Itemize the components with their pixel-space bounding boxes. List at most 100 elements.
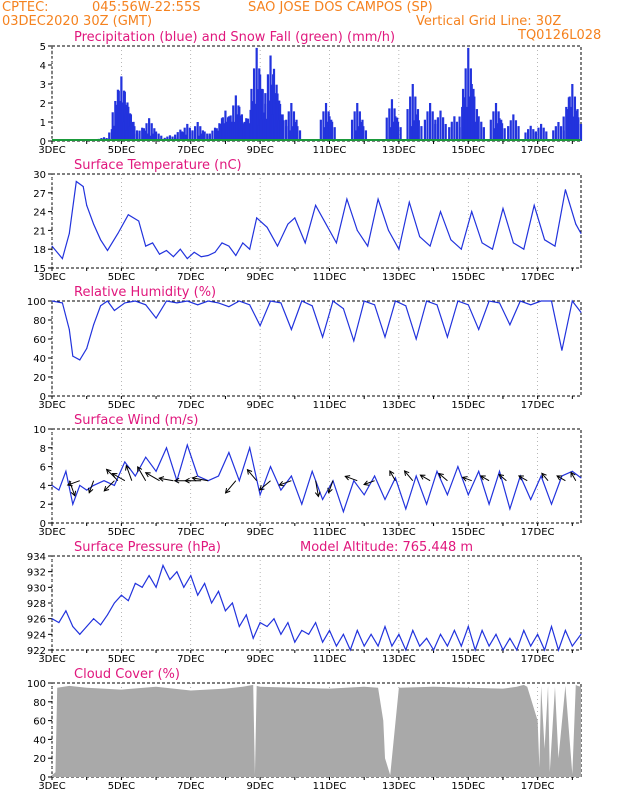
precip-bar: [477, 116, 480, 141]
precip-bar: [323, 127, 326, 141]
precip-bar: [331, 121, 334, 141]
precip-bar: [509, 120, 512, 141]
precip-bar: [409, 96, 412, 141]
precip-bar: [434, 123, 437, 141]
wind-vector-head: [111, 472, 118, 479]
series-point: [575, 223, 577, 225]
series-point: [405, 649, 407, 651]
series-point: [356, 229, 358, 231]
x-tick-label: 5DEC: [108, 781, 135, 792]
series-point: [509, 324, 511, 326]
x-tick-label: 11DEC: [313, 781, 347, 792]
y-tick-label: 24: [33, 208, 46, 219]
y-tick-label: 924: [27, 630, 46, 641]
precip-bar: [259, 118, 263, 141]
x-tick-label: 13DEC: [382, 527, 416, 538]
x-tick-label: 17DEC: [521, 654, 555, 665]
series-point: [523, 629, 525, 631]
precip-bar: [250, 88, 253, 141]
x-tick-label: 13DEC: [382, 145, 416, 156]
series-point: [148, 575, 150, 577]
x-tick-label: 13DEC: [382, 400, 416, 411]
series-point: [387, 229, 389, 231]
series-point: [86, 348, 88, 349]
series-point: [325, 223, 327, 225]
precip-bar: [203, 131, 206, 141]
series-point: [252, 637, 254, 639]
y-tick-label: 3: [40, 80, 46, 91]
header-coords: 045:56W-22:55S: [92, 0, 201, 15]
precip-bar: [473, 96, 476, 141]
precip-bar: [458, 116, 461, 141]
wind-vector-head: [314, 491, 321, 498]
series-point: [450, 239, 452, 241]
precip-bar: [461, 88, 465, 141]
precip-bar: [145, 123, 148, 141]
series-point: [394, 477, 396, 479]
series-point: [207, 254, 209, 256]
precip-bar: [296, 126, 299, 141]
x-tick-label: 5DEC: [108, 527, 135, 538]
precip-bar: [200, 133, 204, 141]
series-point: [197, 304, 199, 306]
precip-bar: [529, 125, 532, 141]
precip-bar: [141, 127, 144, 141]
series-point: [315, 622, 317, 624]
precip-bar: [273, 103, 276, 141]
series-point: [509, 508, 511, 510]
precip-bar: [246, 118, 250, 141]
series-point: [176, 571, 178, 573]
panel-title: Surface Wind (m/s): [74, 413, 198, 428]
precip-bar: [574, 110, 577, 141]
series-point: [294, 641, 296, 643]
precip-bar: [124, 114, 127, 141]
precip-bar: [545, 131, 548, 141]
series-point: [287, 223, 289, 225]
series-point: [580, 477, 582, 479]
y-tick-label: 0: [40, 137, 46, 148]
series-point: [353, 340, 355, 342]
series-point: [79, 484, 81, 486]
y-tick-label: 8: [40, 444, 46, 455]
panel-2: 0 20 40 60 80 100 3DEC 5DEC 7DEC 9DEC 11DEC 13DEC 15…: [27, 285, 582, 411]
series-point: [93, 618, 95, 620]
series-point: [453, 629, 455, 631]
precip-bar: [517, 126, 520, 141]
series-point: [308, 633, 310, 635]
x-tick-label: 5DEC: [108, 654, 135, 665]
series-point: [61, 302, 63, 304]
precip-bar: [554, 126, 557, 141]
y-tick-label: 1: [40, 118, 46, 129]
series-point: [127, 600, 129, 602]
wind-vector-head: [479, 475, 486, 481]
panel-title: Surface Temperature (nC): [74, 158, 242, 173]
series-point: [478, 470, 480, 472]
precip-bar: [467, 47, 470, 141]
x-tick-label: 7DEC: [177, 400, 204, 411]
series-point: [415, 475, 417, 477]
wind-vector: [192, 477, 209, 482]
series-point: [259, 622, 261, 624]
series-point: [580, 633, 582, 635]
precip-bar: [276, 93, 279, 141]
y-tick-label: 18: [33, 245, 46, 256]
series-point: [356, 629, 358, 631]
x-tick-label: 15DEC: [451, 272, 485, 283]
panel-frame: [51, 173, 582, 269]
precip-bar: [364, 130, 368, 141]
series-point: [374, 304, 376, 306]
series-point: [186, 258, 188, 260]
precip-bar: [495, 123, 498, 141]
series-point: [440, 211, 442, 213]
precip-bar: [426, 111, 429, 141]
precip-bar: [271, 114, 274, 141]
series-point: [134, 475, 136, 477]
series-point: [512, 242, 514, 244]
wind-vector-head: [556, 475, 563, 481]
series-point: [68, 329, 70, 330]
series-point: [204, 582, 206, 584]
series-point: [467, 626, 469, 627]
series-point: [377, 198, 379, 200]
x-tick-label: 9DEC: [246, 527, 273, 538]
